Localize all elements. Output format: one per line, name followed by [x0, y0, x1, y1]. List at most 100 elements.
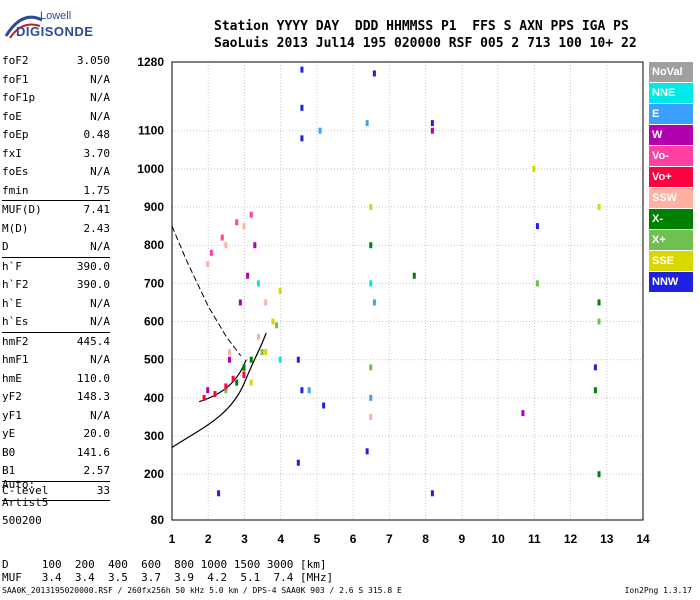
param-label: h`F [2, 259, 22, 273]
param-value: 3.70 [83, 146, 111, 160]
param-value: 141.6 [76, 445, 110, 459]
echo-point [224, 383, 228, 390]
echo-point [535, 223, 539, 230]
param-value: N/A [90, 240, 110, 253]
param-label: fmin [2, 183, 29, 197]
param-label: yE [2, 427, 16, 440]
echo-point [532, 165, 536, 172]
echo-point [372, 299, 376, 306]
echo-point [249, 379, 253, 386]
plot-frame [171, 61, 644, 521]
echo-point [260, 349, 264, 356]
logo-digisonde-text: DIGISONDE [16, 24, 94, 39]
param-value: N/A [90, 91, 110, 104]
y-tick-label: 600 [144, 315, 164, 329]
autoscaling-info: Auto: Artist5 500200 [2, 476, 48, 530]
param-label: foF1 [2, 72, 29, 86]
footer-file-info: SAA0K_2013195020000.RSF / 260fx256h 50 k… [2, 586, 402, 595]
param-row: MUF(D) 7.41 [2, 201, 110, 220]
echo-point [369, 242, 373, 249]
echo-point [369, 394, 373, 401]
echo-point [217, 490, 221, 497]
x-tick-label: 14 [636, 532, 650, 546]
echo-point [430, 120, 434, 127]
parameter-table: foF2 3.050 foF1 N/A foF1p N/A foE N/A foEp 0.48 fx… [2, 52, 110, 501]
echo-point [249, 211, 253, 218]
param-label: B0 [2, 445, 16, 459]
param-row: foEp 0.48 [2, 126, 110, 145]
param-value: N/A [90, 296, 110, 310]
x-tick-label: 8 [422, 532, 429, 546]
param-row: h`F2 390.0 [2, 276, 110, 295]
legend-item: SSE [649, 251, 693, 271]
param-label: foE [2, 109, 22, 123]
param-value: 20.0 [83, 427, 111, 440]
echo-point [256, 280, 260, 287]
param-separator [2, 331, 110, 333]
param-label: hmE [2, 371, 22, 385]
plot-grid [171, 61, 644, 521]
param-group-muf: MUF(D) 7.41 M(D) 2.43 D N/A [2, 201, 110, 257]
echo-point [253, 242, 257, 249]
echo-point [307, 387, 311, 394]
param-label: foF1p [2, 91, 36, 104]
echo-point [521, 410, 525, 417]
param-row: yE 20.0 [2, 425, 110, 444]
echo-point [369, 280, 373, 287]
electron-density-profile [171, 332, 267, 448]
echo-point [535, 280, 539, 287]
param-group-profile: hmF2 445.4 hmF1 N/A hmE 110.0 yF2 148.3 yF1 N/A yE… [2, 333, 110, 481]
y-axis: 80 200 300 400 500 600 700 800 900 1000 1100 1280 [137, 55, 164, 527]
param-separator [2, 256, 110, 258]
param-value: 390.0 [76, 259, 110, 273]
echo-point [231, 375, 235, 382]
echo-point [278, 356, 282, 363]
legend-item: NNE [649, 83, 693, 103]
ionogram-traces [171, 225, 267, 448]
y-tick-label: 400 [144, 391, 164, 405]
auto-label: Auto: [2, 478, 36, 491]
param-row: C-level 33 [2, 482, 110, 501]
echo-point [264, 299, 268, 306]
param-row: h`E N/A [2, 295, 110, 314]
x-tick-label: 2 [205, 532, 212, 546]
echo-point [593, 387, 597, 394]
auto-version: 500200 [2, 514, 42, 527]
polarization-legend: NoVal NNE E W Vo- Vo+ SSW X- X+ SSE NNW [649, 62, 693, 293]
x-trace-dashed [171, 225, 242, 357]
x-tick-label: 11 [528, 532, 541, 546]
x-tick-label: 9 [459, 532, 466, 546]
param-value: 2.43 [83, 221, 111, 235]
echo-point [296, 356, 300, 363]
echo-point [597, 204, 601, 211]
y-tick-label: 700 [144, 276, 164, 290]
param-row: B0 141.6 [2, 444, 110, 463]
legend-item: W [649, 125, 693, 145]
echo-point [369, 413, 373, 420]
param-row: foF1 N/A [2, 71, 110, 90]
param-row: foE N/A [2, 108, 110, 127]
echo-point [278, 288, 282, 294]
legend-item: Vo+ [649, 167, 693, 187]
param-label: MUF(D) [2, 203, 42, 216]
param-label: h`F2 [2, 278, 29, 291]
echo-point [300, 104, 304, 111]
param-value: N/A [90, 109, 110, 123]
echo-point [202, 394, 206, 401]
param-row: h`F 390.0 [2, 258, 110, 277]
param-label: yF1 [2, 408, 22, 422]
param-value: 7.41 [83, 203, 111, 216]
echo-point [235, 219, 239, 226]
echo-point [256, 333, 260, 340]
echo-point [246, 272, 250, 279]
param-value: 390.0 [76, 278, 110, 291]
footer-muf-row: MUF 3.4 3.4 3.5 3.7 3.9 4.2 5.1 7.4 [MHz… [2, 571, 334, 584]
param-value: 1.75 [83, 183, 111, 197]
param-label: h`E [2, 296, 22, 310]
param-row: foF1p N/A [2, 89, 110, 108]
echo-point [412, 272, 416, 279]
param-value: 33 [96, 483, 110, 497]
echo-point [213, 391, 217, 398]
echo-point [242, 368, 246, 375]
